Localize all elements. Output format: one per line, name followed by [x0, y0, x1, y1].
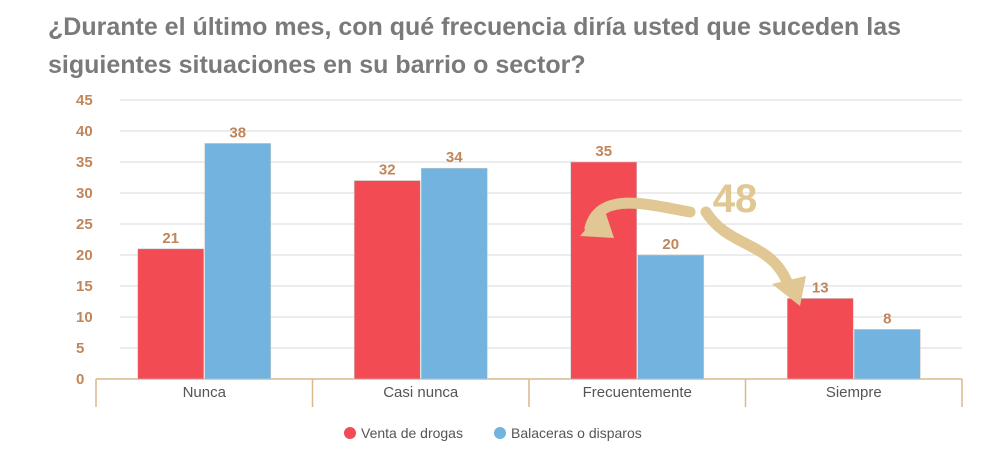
bar: [353, 180, 421, 380]
legend: Venta de drogas Balaceras o disparos: [344, 425, 642, 441]
legend-marker: [494, 427, 506, 439]
annotation-label: 48: [713, 177, 758, 221]
data-label: 32: [379, 162, 396, 179]
data-label: 13: [812, 279, 829, 296]
annotation-arrowhead-right: [772, 276, 806, 306]
chart-title: ¿Durante el último mes, con qué frecuenc…: [48, 13, 902, 79]
y-tick-label: 10: [76, 309, 93, 326]
y-tick-label: 45: [76, 92, 93, 109]
x-category-label: Siempre: [826, 384, 882, 401]
y-tick-label: 35: [76, 154, 93, 171]
x-category-label: Nunca: [183, 384, 227, 401]
y-tick-label: 0: [76, 371, 84, 388]
x-axis: Nunca Casi nunca Frecuentemente Siempre: [95, 378, 963, 407]
y-tick-label: 30: [76, 185, 93, 202]
x-category-label: Frecuentemente: [583, 384, 692, 401]
annotation: 48: [580, 177, 806, 306]
data-label: 21: [162, 230, 179, 247]
y-tick-label: 20: [76, 247, 93, 264]
bar: [853, 329, 921, 380]
y-tick-label: 15: [76, 278, 93, 295]
bars: [137, 143, 921, 380]
annotation-arrowhead-left: [580, 208, 614, 238]
bar: [786, 298, 854, 380]
data-label: 34: [446, 149, 463, 166]
data-label: 38: [229, 124, 246, 141]
data-label: 20: [662, 236, 679, 253]
legend-label: Venta de drogas: [361, 425, 463, 441]
annotation-curve: [700, 206, 796, 296]
bar: [570, 161, 638, 380]
y-tick-label: 5: [76, 340, 84, 357]
legend-label: Balaceras o disparos: [511, 425, 642, 441]
y-tick-label: 40: [76, 123, 93, 140]
bar: [420, 167, 488, 380]
bar: [137, 248, 205, 380]
bar: [204, 143, 272, 380]
bar: [637, 254, 705, 380]
data-label: 8: [883, 310, 891, 327]
x-category-label: Casi nunca: [383, 384, 459, 401]
annotation-curve: [584, 197, 696, 234]
legend-marker: [344, 427, 356, 439]
data-label: 35: [595, 143, 612, 160]
data-labels: 21 38 32 34 35 20 13 8: [162, 124, 891, 327]
y-tick-label: 25: [76, 216, 93, 233]
y-axis-tick-labels: 0 5 10 15 20 25 30 35 40 45: [76, 92, 93, 388]
